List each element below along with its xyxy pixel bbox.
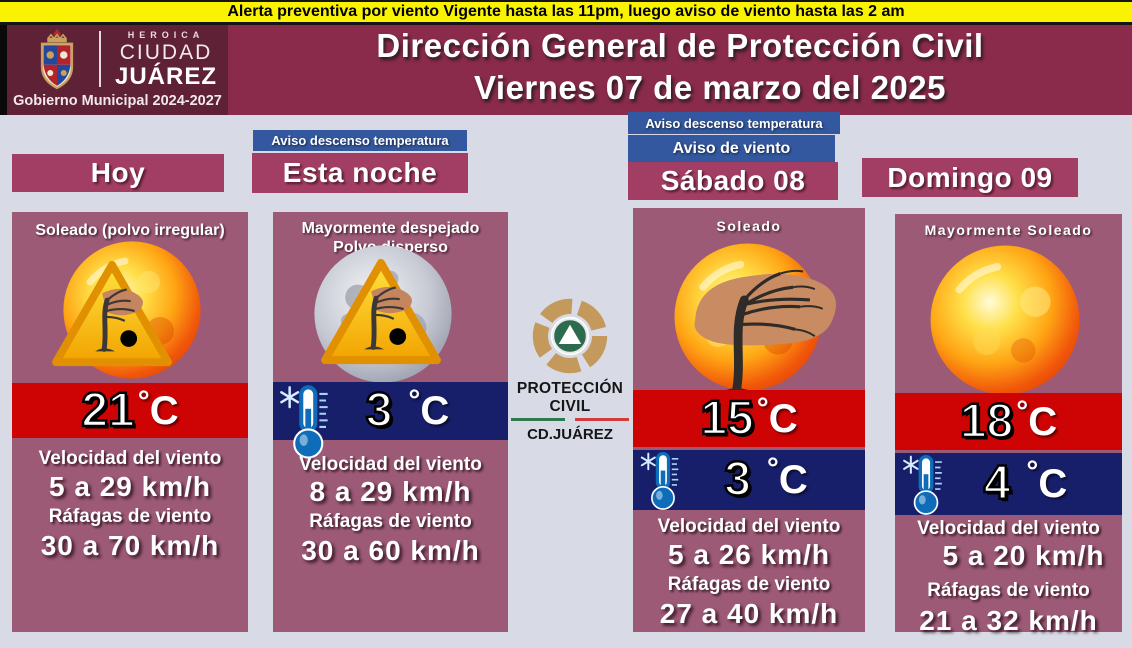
wind-speed-label: Velocidad del viento	[917, 518, 1100, 539]
night-temp-bar: 4 ° C	[895, 453, 1122, 515]
degree-symbol: °	[137, 385, 150, 418]
condition-text: Soleado	[716, 218, 782, 234]
gust-label: Ráfagas de viento	[927, 580, 1090, 601]
header-bar: HEROICA CIUDAD JUÁREZ Gobierno Municipal…	[0, 25, 1132, 115]
wind-speed-value: 5 a 29 km/h	[49, 471, 211, 502]
windblown-tree-dust-icon	[667, 246, 845, 398]
column-title-sabado: Sábado 08	[628, 162, 838, 200]
gust-value: 30 a 60 km/h	[301, 535, 480, 566]
tricolor-underline	[498, 418, 642, 421]
logo-ciudad-text: CIUDAD	[119, 41, 213, 64]
page-title: Dirección General de Protección Civil	[376, 27, 984, 64]
alert-banner-text: Alerta preventiva por viento Vigente has…	[227, 3, 905, 20]
degree-symbol: °	[756, 392, 769, 425]
celsius-letter: C	[149, 388, 179, 433]
proteccion-civil-emblem-icon	[532, 298, 608, 374]
cd-juarez-text: CD.JUÁREZ	[527, 426, 613, 443]
thermometer-cold-icon	[903, 455, 942, 515]
forecast-panel-sabado: Soleado	[633, 208, 865, 632]
night-temp-value: 3	[364, 384, 393, 437]
column-title-domingo: Domingo 09	[862, 158, 1078, 197]
column-title-hoy: Hoy	[12, 154, 224, 192]
celsius-letter: C	[778, 458, 808, 502]
degree-symbol: °	[1016, 395, 1029, 428]
forecast-panel-hoy: Soleado (polvo irregular) 21 ° C Ve	[12, 212, 248, 632]
logo-juarez-text: JUÁREZ	[114, 63, 217, 90]
title-block: Dirección General de Protección Civil Vi…	[228, 25, 1132, 115]
degree-symbol: °	[1026, 455, 1039, 488]
day-temp-bar: 18 ° C	[895, 393, 1122, 450]
logo-gobierno-text: Gobierno Municipal 2024-2027	[13, 93, 222, 109]
forecast-panel-domingo: Mayormente Soleado 18 ° C 4 ° C	[895, 214, 1122, 636]
wind-speed-value: 5 a 26 km/h	[668, 539, 830, 570]
wind-speed-value: 5 a 20 km/h	[942, 540, 1105, 571]
underline-red	[575, 418, 629, 421]
celsius-letter: C	[1028, 399, 1058, 444]
night-temp-bar: 3 ° C	[633, 450, 865, 510]
degree-symbol: °	[408, 384, 421, 417]
night-temp-bar: 3 ° C	[273, 382, 508, 459]
notice-esta-noche-temp: Aviso descenso temperatura	[253, 130, 467, 151]
condition-text: Soleado (polvo irregular)	[35, 222, 225, 239]
day-temp-bar: 21 ° C	[12, 383, 248, 438]
page-date: Viernes 07 de marzo del 2025	[474, 69, 946, 106]
dust-warning-triangle-icon	[317, 254, 445, 370]
day-temp-bar: 15 ° C	[633, 390, 865, 447]
degree-symbol: °	[766, 452, 779, 485]
celsius-letter: C	[768, 396, 798, 441]
proteccion-civil-logo: PROTECCIÓN CIVIL CD.JUÁREZ	[498, 296, 642, 443]
gust-value: 21 a 32 km/h	[919, 605, 1098, 636]
logo-heroica-text: HEROICA	[127, 30, 205, 40]
underline-green	[511, 418, 565, 421]
wind-speed-value: 8 a 29 km/h	[309, 476, 472, 507]
wind-speed-label: Velocidad del viento	[299, 454, 482, 475]
sun-icon	[929, 244, 1081, 396]
city-logo-block: HEROICA CIUDAD JUÁREZ Gobierno Municipal…	[7, 25, 228, 115]
notice-sabado-viento: Aviso de viento	[628, 135, 835, 162]
wind-speed-label: Velocidad del viento	[657, 516, 841, 537]
day-temp-value: 21	[80, 383, 136, 437]
dust-warning-triangle-icon	[48, 256, 176, 372]
column-title-esta-noche: Esta noche	[252, 153, 468, 193]
gust-label: Ráfagas de viento	[667, 574, 831, 595]
city-crest-icon	[40, 28, 74, 90]
day-temp-value: 18	[959, 394, 1015, 448]
logo-divider	[99, 31, 101, 87]
gust-value: 27 a 40 km/h	[659, 598, 839, 629]
day-temp-value: 15	[699, 391, 755, 445]
gust-label: Ráfagas de viento	[48, 506, 212, 527]
celsius-letter: C	[1038, 462, 1068, 506]
proteccion-civil-text: PROTECCIÓN CIVIL	[516, 380, 624, 415]
celsius-letter: C	[420, 389, 450, 433]
forecast-panel-esta-noche: Mayormente despejado Polvo disperso	[273, 212, 508, 632]
gust-value: 30 a 70 km/h	[40, 530, 220, 561]
night-temp-value: 4	[982, 457, 1011, 510]
wind-speed-label: Velocidad del viento	[38, 448, 222, 469]
alert-banner: Alerta preventiva por viento Vigente has…	[0, 0, 1132, 25]
thermometer-cold-icon	[280, 385, 328, 459]
gust-label: Ráfagas de viento	[309, 511, 472, 532]
night-temp-value: 3	[723, 453, 752, 506]
condition-text: Mayormente despejado	[301, 220, 480, 237]
thermometer-cold-icon	[640, 451, 679, 510]
notice-sabado-temp: Aviso descenso temperatura	[628, 112, 840, 134]
condition-text: Mayormente Soleado	[924, 222, 1093, 238]
